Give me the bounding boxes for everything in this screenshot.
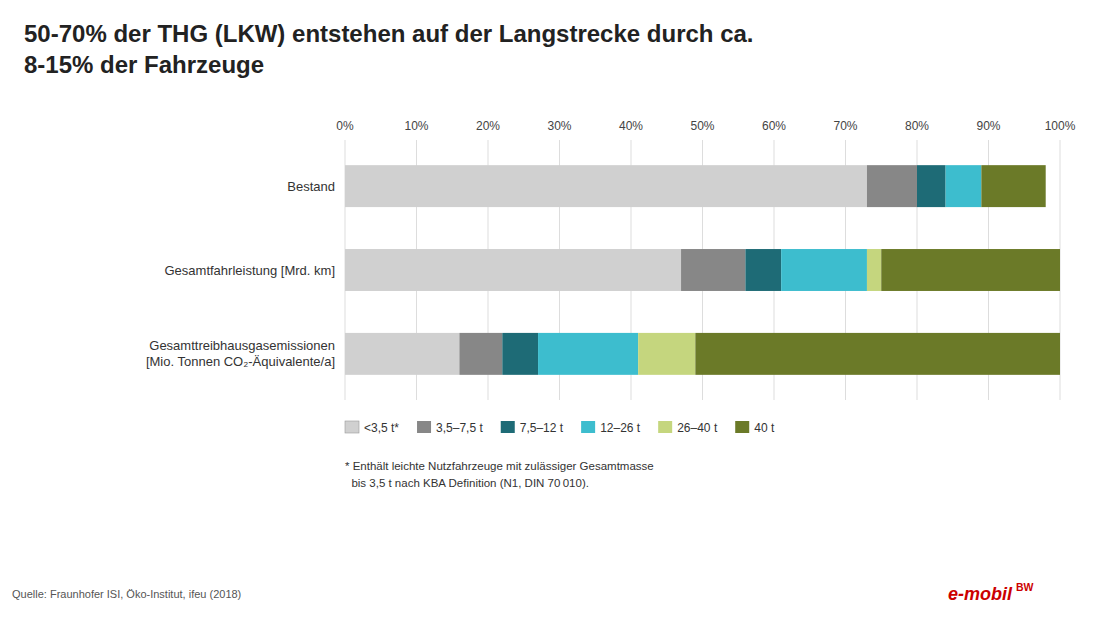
legend-label: <3,5 t* bbox=[364, 421, 399, 435]
legend-item: 12–26 t bbox=[581, 421, 641, 435]
x-tick-label: 10% bbox=[404, 119, 428, 133]
bars bbox=[345, 165, 1060, 375]
bar-segment bbox=[917, 165, 946, 207]
y-tick-label: Gesamtfahrleistung [Mrd. km] bbox=[165, 263, 336, 278]
bar-segment bbox=[881, 249, 1060, 291]
y-tick-label: Gesamttreibhausgasemissionen[Mio. Tonnen… bbox=[146, 338, 335, 369]
x-tick-label: 60% bbox=[762, 119, 786, 133]
x-tick-label: 30% bbox=[547, 119, 571, 133]
legend-label: 7,5–12 t bbox=[520, 421, 564, 435]
legend-label: 40 t bbox=[754, 421, 775, 435]
legend-label: 26–40 t bbox=[677, 421, 718, 435]
annotation: BW bbox=[1016, 581, 1034, 593]
bar-segment bbox=[745, 249, 781, 291]
legend-swatch bbox=[501, 421, 515, 433]
legend-label: 12–26 t bbox=[600, 421, 641, 435]
x-tick-label: 20% bbox=[476, 119, 500, 133]
annotation: bis 3,5 t nach KBA Definition (N1, DIN 7… bbox=[345, 477, 589, 489]
bar-segment bbox=[946, 165, 982, 207]
legend-item: 3,5–7,5 t bbox=[417, 421, 483, 435]
annotations: * Enthält leichte Nutzfahrzeuge mit zulä… bbox=[12, 460, 1034, 604]
bar-segment bbox=[695, 333, 1060, 375]
legend-label: 3,5–7,5 t bbox=[436, 421, 483, 435]
title-line: 8-15% der Fahrzeuge bbox=[24, 51, 264, 78]
y-tick-label: Bestand bbox=[287, 179, 335, 194]
bar-segment bbox=[781, 249, 867, 291]
x-tick-label: 70% bbox=[833, 119, 857, 133]
legend: <3,5 t* 3,5–7,5 t 7,5–12 t 12–26 t 26–40 t 40… bbox=[345, 421, 775, 435]
legend-swatch bbox=[658, 421, 672, 433]
bar-segment bbox=[345, 249, 681, 291]
chart: 50-70% der THG (LKW) entstehen auf der L… bbox=[0, 0, 1100, 619]
x-axis: 0% 10% 20% 30% 40% 50% 60% 70% 80% 90% 100% bbox=[336, 119, 1075, 133]
y-axis: Gesamttreibhausgasemissionen[Mio. Tonnen… bbox=[146, 179, 335, 370]
y-tick-label-line: Gesamttreibhausgasemissionen bbox=[149, 338, 335, 353]
annotation: e-mobil bbox=[948, 584, 1013, 604]
title: 50-70% der THG (LKW) entstehen auf der L… bbox=[24, 20, 754, 78]
bar-segment bbox=[867, 249, 881, 291]
x-tick-label: 90% bbox=[976, 119, 1000, 133]
bar-segment bbox=[538, 333, 638, 375]
legend-swatch bbox=[735, 421, 749, 433]
title-line: 50-70% der THG (LKW) entstehen auf der L… bbox=[24, 20, 754, 47]
x-tick-label: 0% bbox=[336, 119, 354, 133]
y-tick-label-line: [Mio. Tonnen CO₂-Äquivalente/a] bbox=[146, 354, 335, 369]
legend-swatch bbox=[417, 421, 431, 433]
legend-swatch bbox=[345, 421, 359, 433]
y-tick-label-line: Bestand bbox=[287, 179, 335, 194]
x-tick-label: 50% bbox=[690, 119, 714, 133]
legend-item: 40 t bbox=[735, 421, 775, 435]
x-tick-label: 80% bbox=[905, 119, 929, 133]
bar-segment bbox=[981, 165, 1045, 207]
annotation: * Enthält leichte Nutzfahrzeuge mit zulä… bbox=[345, 460, 654, 472]
x-tick-label: 100% bbox=[1045, 119, 1076, 133]
bar-segment bbox=[638, 333, 695, 375]
grid bbox=[345, 140, 1060, 400]
bar-segment bbox=[345, 165, 867, 207]
legend-item: 26–40 t bbox=[658, 421, 718, 435]
x-tick-label: 40% bbox=[619, 119, 643, 133]
legend-item: <3,5 t* bbox=[345, 421, 399, 435]
bar-segment bbox=[345, 333, 459, 375]
bar-segment bbox=[502, 333, 538, 375]
bar-segment bbox=[681, 249, 745, 291]
legend-swatch bbox=[581, 421, 595, 433]
legend-item: 7,5–12 t bbox=[501, 421, 564, 435]
y-tick-label-line: Gesamtfahrleistung [Mrd. km] bbox=[165, 263, 336, 278]
bar-segment bbox=[459, 333, 502, 375]
bar-segment bbox=[867, 165, 917, 207]
annotation: Quelle: Fraunhofer ISI, Öko-Institut, if… bbox=[12, 588, 241, 600]
